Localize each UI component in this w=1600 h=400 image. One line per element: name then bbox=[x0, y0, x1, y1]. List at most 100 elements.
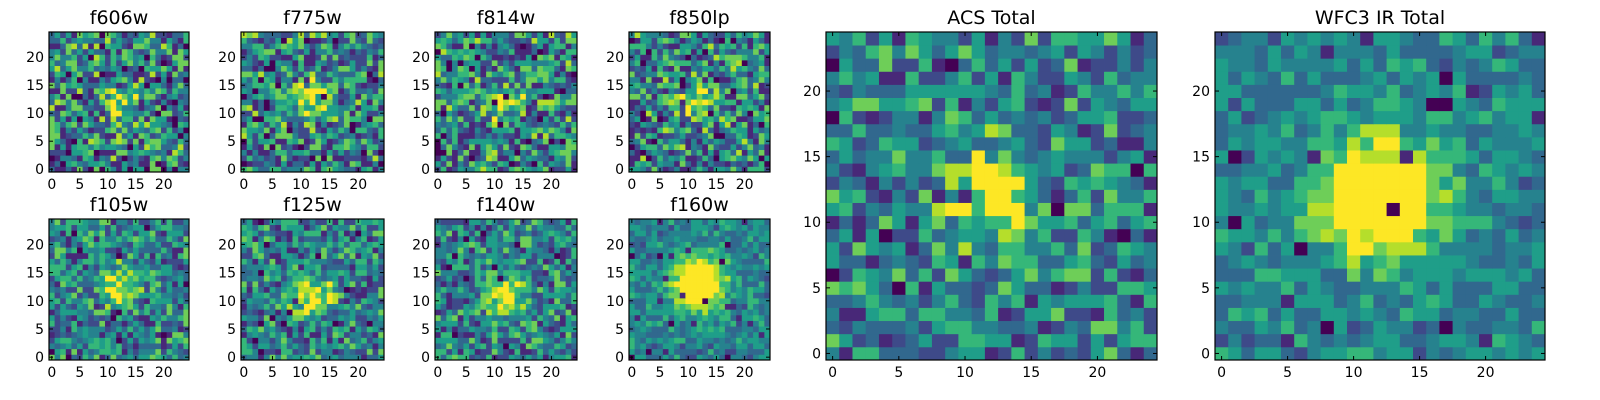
heatmap-cell bbox=[99, 144, 106, 150]
heatmap-cell bbox=[258, 258, 265, 265]
heatmap-cell bbox=[497, 155, 504, 162]
heatmap-cell bbox=[730, 121, 737, 128]
heatmap-cell bbox=[286, 110, 293, 117]
heatmap-cell bbox=[446, 320, 453, 327]
heatmap-cell bbox=[531, 320, 538, 327]
heatmap-cell bbox=[321, 241, 328, 248]
heatmap-cell bbox=[281, 76, 288, 83]
heatmap-cell bbox=[292, 258, 299, 265]
heatmap-cell bbox=[503, 314, 510, 321]
heatmap-cell bbox=[446, 132, 453, 139]
heatmap-cell bbox=[685, 348, 692, 355]
heatmap-cell bbox=[93, 354, 100, 361]
heatmap-cell bbox=[713, 320, 720, 327]
heatmap-cell bbox=[640, 286, 647, 293]
heatmap-cell bbox=[753, 348, 760, 355]
heatmap-cell bbox=[263, 354, 270, 361]
heatmap-cell bbox=[491, 309, 498, 316]
heatmap-cell bbox=[634, 309, 641, 316]
heatmap-cell bbox=[105, 292, 111, 299]
heatmap-cell bbox=[702, 99, 709, 106]
heatmap-cell bbox=[99, 71, 106, 78]
heatmap-cell bbox=[349, 32, 356, 38]
heatmap-cell bbox=[491, 160, 498, 167]
axes-frame bbox=[240, 218, 385, 361]
heatmap-cell bbox=[508, 76, 515, 83]
heatmap-cell bbox=[355, 309, 362, 316]
heatmap-cell bbox=[554, 121, 561, 128]
heatmap-cell bbox=[286, 104, 293, 111]
heatmap-cell bbox=[446, 235, 453, 242]
heatmap-cell bbox=[71, 138, 78, 145]
heatmap-cell bbox=[497, 65, 504, 72]
heatmap-cell bbox=[668, 93, 675, 100]
heatmap-cell bbox=[332, 297, 339, 304]
heatmap-cell bbox=[668, 348, 675, 355]
heatmap-cell bbox=[657, 337, 664, 344]
heatmap-cell bbox=[486, 320, 493, 327]
heatmap-cell bbox=[486, 99, 493, 106]
x-tick-label: 15 bbox=[708, 177, 726, 193]
heatmap-cell bbox=[275, 247, 282, 254]
heatmap-cell bbox=[321, 331, 328, 338]
heatmap-cell bbox=[77, 54, 83, 61]
heatmap-cell bbox=[298, 292, 305, 299]
heatmap-cell bbox=[559, 230, 567, 237]
heatmap-cell bbox=[719, 54, 726, 61]
heatmap-cell bbox=[286, 166, 293, 173]
heatmap-cell bbox=[183, 99, 190, 106]
heatmap-cell bbox=[753, 48, 760, 55]
heatmap-cell bbox=[463, 99, 470, 106]
heatmap-cell bbox=[480, 48, 487, 55]
heatmap-cell bbox=[440, 331, 447, 338]
heatmap-cell bbox=[298, 160, 305, 167]
heatmap-cell bbox=[77, 149, 83, 156]
heatmap-cell bbox=[446, 348, 453, 355]
heatmap-cell bbox=[149, 269, 156, 276]
heatmap-cell bbox=[559, 37, 567, 44]
heatmap-cell bbox=[713, 309, 720, 316]
heatmap-cell bbox=[651, 110, 658, 117]
heatmap-cell bbox=[634, 138, 641, 145]
heatmap-cell bbox=[332, 343, 339, 350]
heatmap-cell bbox=[497, 264, 504, 271]
panel-title: f140w bbox=[477, 194, 536, 216]
heatmap-cell bbox=[503, 110, 510, 117]
heatmap-cell bbox=[469, 286, 476, 293]
heatmap-cell bbox=[474, 160, 481, 167]
heatmap-cell bbox=[674, 309, 681, 316]
heatmap-cell bbox=[133, 144, 139, 150]
heatmap-cell bbox=[486, 343, 493, 350]
heatmap-cell bbox=[326, 60, 333, 66]
heatmap-cell bbox=[246, 348, 253, 355]
heatmap-cell bbox=[685, 132, 692, 139]
heatmap-cell bbox=[463, 65, 470, 72]
heatmap-cell bbox=[758, 155, 765, 162]
heatmap-cell bbox=[54, 37, 61, 44]
heatmap-cell bbox=[309, 320, 316, 327]
heatmap-cell bbox=[565, 71, 572, 78]
heatmap-cell bbox=[361, 314, 368, 321]
heatmap-cell bbox=[138, 37, 145, 44]
heatmap-cell bbox=[707, 48, 714, 55]
heatmap-cell bbox=[651, 32, 658, 38]
heatmap-cell bbox=[741, 116, 748, 122]
heatmap-cell bbox=[121, 264, 128, 271]
heatmap-cell bbox=[343, 303, 351, 310]
heatmap-cell bbox=[548, 93, 555, 100]
heatmap-cell bbox=[286, 138, 293, 145]
heatmap-cell bbox=[155, 54, 162, 61]
heatmap-cell bbox=[662, 32, 669, 38]
heatmap-cell bbox=[155, 60, 162, 66]
heatmap-cell bbox=[520, 48, 527, 55]
heatmap-cell bbox=[758, 144, 765, 150]
heatmap-cell bbox=[77, 82, 83, 89]
heatmap-cell bbox=[332, 149, 339, 156]
heatmap-cell bbox=[634, 60, 641, 66]
heatmap-cell bbox=[110, 121, 117, 128]
heatmap-cell bbox=[640, 337, 647, 344]
heatmap-cell bbox=[343, 132, 351, 139]
heatmap-cell bbox=[105, 93, 111, 100]
heatmap-cell bbox=[724, 32, 731, 38]
heatmap-cell bbox=[343, 348, 351, 355]
